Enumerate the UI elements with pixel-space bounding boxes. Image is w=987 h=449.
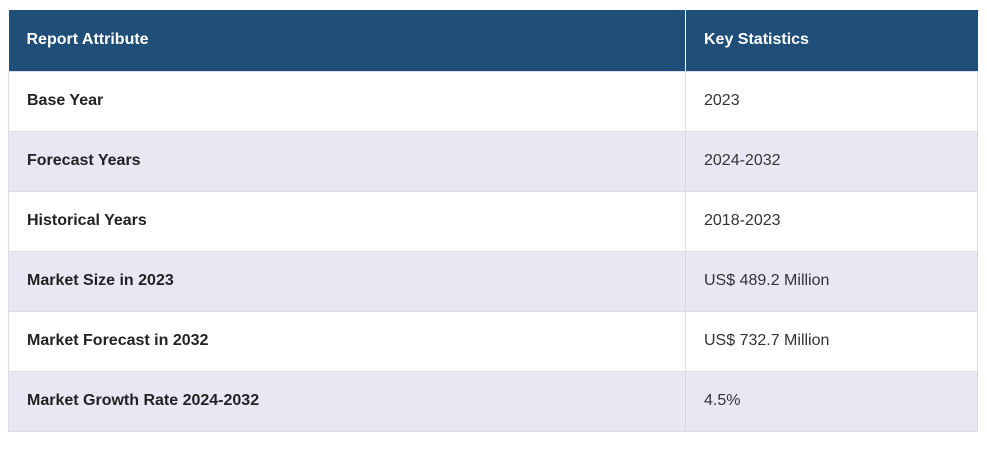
attribute-cell: Market Forecast in 2032 [8, 310, 686, 372]
table-row: Historical Years 2018-2023 [8, 190, 978, 252]
table-row: Market Size in 2023 US$ 489.2 Million [8, 250, 978, 312]
table-row: Forecast Years 2024-2032 [8, 130, 978, 192]
table-body: Base Year 2023 Forecast Years 2024-2032 … [8, 70, 978, 432]
value-cell: US$ 489.2 Million [685, 250, 978, 312]
table-row: Market Growth Rate 2024-2032 4.5% [8, 370, 978, 432]
report-attributes-table: Report Attribute Key Statistics Base Yea… [8, 10, 978, 432]
attribute-cell: Market Growth Rate 2024-2032 [8, 370, 686, 432]
header-row: Report Attribute Key Statistics [8, 10, 978, 71]
value-cell: 2018-2023 [685, 190, 978, 252]
value-cell: 2024-2032 [685, 130, 978, 192]
header-report-attribute: Report Attribute [8, 10, 686, 71]
header-key-statistics: Key Statistics [685, 10, 978, 71]
value-cell: 2023 [685, 70, 978, 132]
attribute-cell: Forecast Years [8, 130, 686, 192]
table-row: Base Year 2023 [8, 70, 978, 132]
value-cell: 4.5% [685, 370, 978, 432]
table-header: Report Attribute Key Statistics [8, 10, 978, 71]
value-cell: US$ 732.7 Million [685, 310, 978, 372]
attribute-cell: Market Size in 2023 [8, 250, 686, 312]
table-row: Market Forecast in 2032 US$ 732.7 Millio… [8, 310, 978, 372]
attribute-cell: Base Year [8, 70, 686, 132]
attribute-cell: Historical Years [8, 190, 686, 252]
